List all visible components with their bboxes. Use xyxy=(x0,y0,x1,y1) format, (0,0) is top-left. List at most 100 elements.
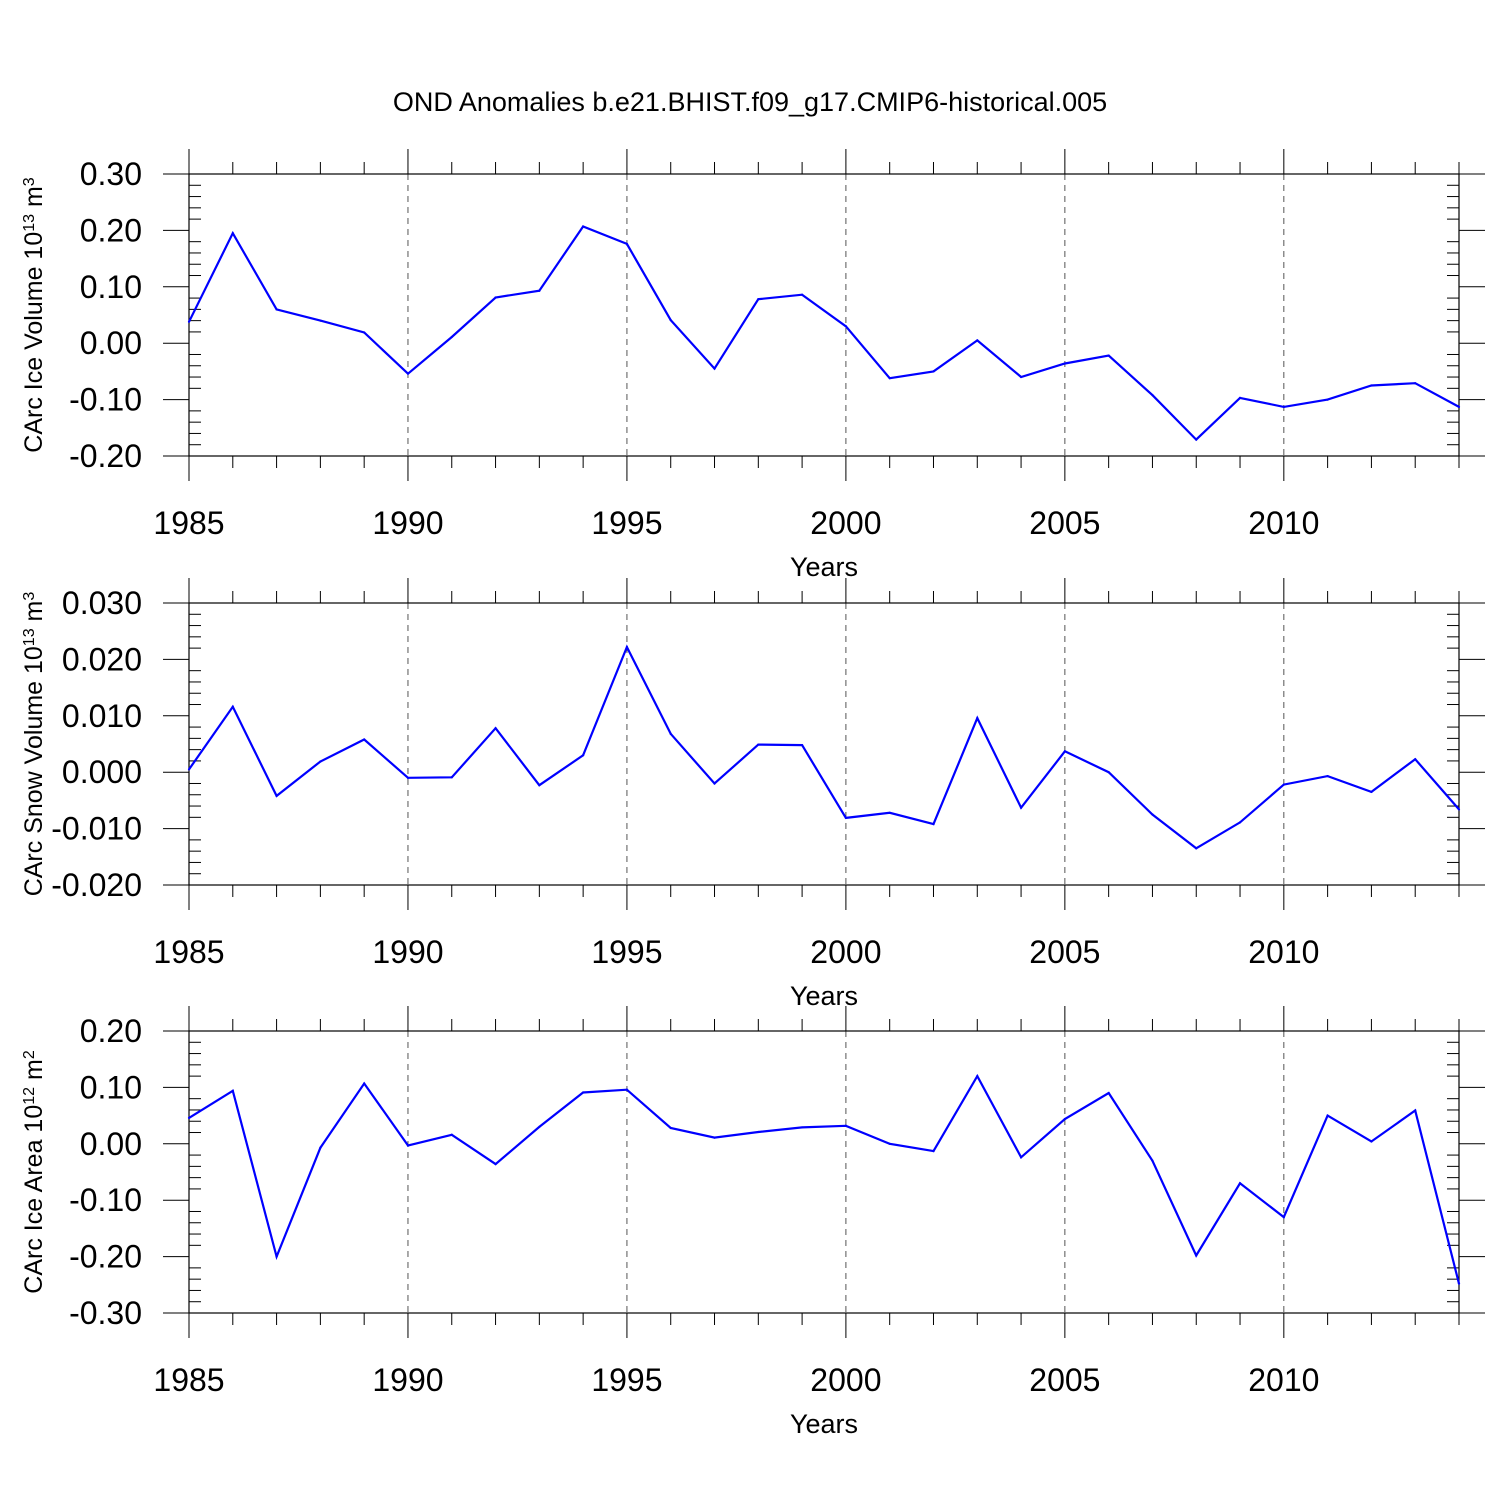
y-tick-label: -0.20 xyxy=(69,438,142,474)
data-point xyxy=(319,760,322,763)
data-point xyxy=(406,1144,410,1147)
data-point xyxy=(406,776,410,779)
data-point xyxy=(1282,405,1285,409)
data-point xyxy=(1370,790,1373,794)
data-point xyxy=(363,738,366,741)
data-point xyxy=(1195,1254,1198,1257)
data-point xyxy=(801,293,804,296)
x-tick-label: 1985 xyxy=(153,505,224,541)
data-point xyxy=(450,776,453,779)
data-point xyxy=(406,372,410,375)
x-tick-label: 2010 xyxy=(1248,505,1319,541)
x-tick-label: 1990 xyxy=(372,1362,443,1398)
data-point xyxy=(450,335,453,339)
data-point xyxy=(844,1124,847,1127)
data-point xyxy=(888,377,891,380)
chart-panel-3: -0.30 -0.20 -0.10 0.00 0.10 0.20 1985 1990 1995 2… xyxy=(20,1006,1485,1439)
data-point xyxy=(932,370,935,373)
y-tick-label: -0.10 xyxy=(69,1182,142,1218)
data-point xyxy=(976,339,979,342)
data-point xyxy=(976,1075,979,1078)
data-point xyxy=(844,325,847,328)
y-tick-label: 0.20 xyxy=(80,1013,142,1049)
data-point xyxy=(1063,750,1066,753)
data-point xyxy=(932,1150,935,1153)
data-point xyxy=(1457,808,1461,811)
data-point xyxy=(582,225,585,228)
y-tick-label: -0.20 xyxy=(69,1239,142,1275)
data-point xyxy=(1282,1216,1285,1219)
data-point xyxy=(1414,382,1417,385)
data-point xyxy=(1151,393,1154,397)
x-tick-label: 1995 xyxy=(591,1362,662,1398)
data-point xyxy=(1457,405,1461,409)
data-point xyxy=(1414,1109,1417,1112)
data-point xyxy=(450,1133,453,1136)
y-tick-label: 0.000 xyxy=(62,754,142,790)
x-tick-label: 2000 xyxy=(810,505,881,541)
x-tick-label: 2000 xyxy=(810,1362,881,1398)
data-point xyxy=(1019,375,1023,379)
x-tick-label: 1995 xyxy=(591,934,662,970)
data-point xyxy=(932,822,935,826)
data-point xyxy=(231,1089,234,1092)
data-point xyxy=(1326,398,1329,401)
y-axis-label: CArc Ice Volume 1013 m3 xyxy=(20,177,48,453)
y-tick-label: 0.30 xyxy=(80,156,142,192)
data-point xyxy=(713,782,716,785)
data-point xyxy=(363,1082,366,1085)
data-point xyxy=(713,1136,716,1139)
series-line xyxy=(188,1073,1461,1284)
data-point xyxy=(713,367,716,370)
x-tick-label: 2005 xyxy=(1029,934,1100,970)
y-tick-label: -0.30 xyxy=(69,1295,142,1331)
plot-frame xyxy=(188,173,1460,457)
chart-panels: -0.20 -0.10 0.00 0.10 0.20 0.30 1985 1990 1995 20… xyxy=(20,149,1485,1439)
data-point xyxy=(625,645,629,649)
data-point xyxy=(1195,438,1198,441)
data-point xyxy=(1063,1117,1066,1121)
data-point xyxy=(669,318,672,322)
y-tick-label: -0.010 xyxy=(51,811,142,847)
data-point xyxy=(275,794,278,797)
data-point xyxy=(319,1146,322,1149)
data-point xyxy=(187,768,191,771)
data-point xyxy=(231,232,234,235)
data-point xyxy=(1326,775,1329,778)
chart-panel-2: -0.020 -0.010 0.000 0.010 0.020 0.030 1985 1990… xyxy=(20,578,1485,1011)
data-point xyxy=(275,308,278,311)
data-point xyxy=(1195,847,1198,850)
data-point xyxy=(844,816,847,819)
x-tick-label: 1985 xyxy=(153,1362,224,1398)
chart-panel-1: -0.20 -0.10 0.00 0.10 0.20 0.30 1985 1990 1995 20… xyxy=(20,149,1485,582)
data-point xyxy=(494,296,497,299)
data-point xyxy=(669,1126,672,1130)
data-point xyxy=(669,732,672,735)
data-point xyxy=(582,1091,585,1094)
data-point xyxy=(1107,771,1110,774)
data-point xyxy=(494,727,497,730)
x-tick-label: 2010 xyxy=(1248,1362,1319,1398)
data-point xyxy=(757,298,760,301)
data-point xyxy=(1238,1182,1242,1185)
y-tick-label: 0.10 xyxy=(80,269,142,305)
series-line xyxy=(188,644,1460,850)
y-tick-label: 0.030 xyxy=(62,585,142,621)
y-tick-label: 0.10 xyxy=(80,1069,142,1105)
data-point xyxy=(231,705,234,708)
data-point xyxy=(801,744,804,747)
x-tick-label: 1990 xyxy=(372,934,443,970)
data-point xyxy=(1063,362,1066,365)
y-axis-label: CArc Snow Volume 1013 m3 xyxy=(20,592,48,897)
x-tick-label: 1985 xyxy=(153,934,224,970)
data-point xyxy=(1019,1156,1023,1159)
data-point xyxy=(888,811,891,814)
data-point xyxy=(1326,1114,1329,1117)
data-point xyxy=(1151,1159,1154,1162)
y-tick-label: 0.20 xyxy=(80,212,142,248)
y-tick-label: 0.00 xyxy=(80,1126,142,1162)
data-point xyxy=(187,320,191,323)
x-axis-label: Years xyxy=(790,1409,858,1439)
data-point xyxy=(1282,783,1285,786)
